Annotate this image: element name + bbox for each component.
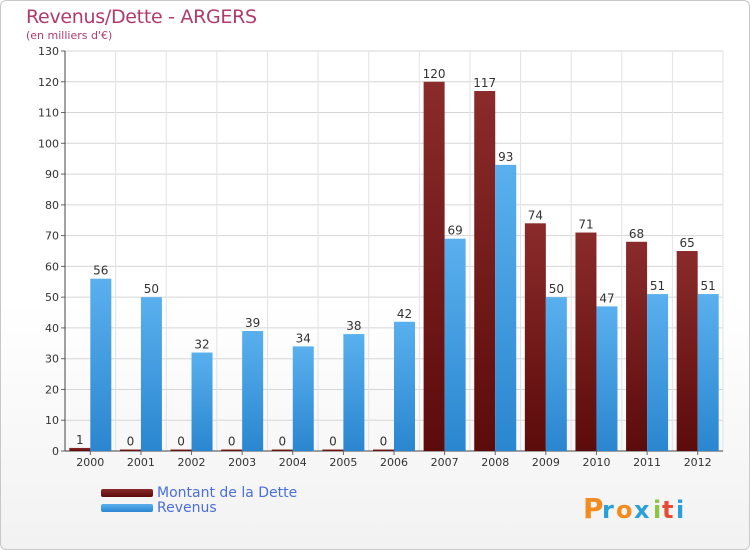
x-tick-label: 2008: [481, 456, 509, 469]
x-tick-label: 2002: [178, 456, 206, 469]
bar-dette[interactable]: [373, 449, 394, 452]
chart-title: Revenus/Dette - ARGERS: [26, 6, 257, 28]
logo-letter: P: [583, 492, 604, 525]
bar-revenus[interactable]: [596, 306, 618, 451]
x-tick-label: 2005: [329, 456, 357, 469]
bar-revenus[interactable]: [545, 297, 567, 451]
legend-label-revenus: Revenus: [157, 500, 217, 516]
y-tick-label: 10: [45, 414, 59, 427]
data-label: 51: [701, 279, 716, 293]
data-label: 71: [578, 218, 593, 232]
bar-revenus[interactable]: [242, 331, 264, 451]
bar-revenus[interactable]: [697, 294, 719, 451]
data-label: 50: [144, 282, 159, 296]
y-tick-label: 130: [38, 45, 59, 58]
bar-revenus[interactable]: [90, 278, 112, 451]
data-label: 47: [599, 291, 614, 305]
bar-dette[interactable]: [221, 449, 243, 452]
bar-revenus[interactable]: [647, 294, 669, 451]
bar-dette[interactable]: [524, 223, 546, 451]
data-label: 51: [650, 279, 665, 293]
y-tick-label: 20: [45, 383, 59, 396]
bar-dette[interactable]: [575, 232, 597, 451]
x-tick-label: 2011: [633, 456, 661, 469]
y-tick-label: 120: [38, 76, 59, 89]
data-label: 0: [329, 435, 337, 449]
x-tick-label: 2007: [431, 456, 459, 469]
y-tick-label: 50: [45, 291, 59, 304]
data-label: 93: [498, 150, 513, 164]
data-label: 50: [549, 282, 564, 296]
bar-revenus[interactable]: [444, 238, 466, 451]
data-label: 56: [93, 264, 108, 278]
bar-revenus[interactable]: [140, 297, 162, 451]
x-tick-label: 2001: [127, 456, 155, 469]
data-label: 69: [447, 224, 462, 238]
data-labels: 1 56 0 50 0 32 0 39 0 34 0 38 0 42 120 69 117 93 74 50 71 47 6…: [76, 67, 716, 449]
legend-swatch-revenus: [101, 504, 153, 512]
data-label: 68: [629, 227, 644, 241]
chart-subtitle: (en milliers d'€): [26, 29, 113, 42]
y-tick-label: 90: [45, 168, 59, 181]
y-tick-label: 110: [38, 107, 59, 120]
data-label: 1: [76, 433, 84, 447]
bar-dette[interactable]: [322, 449, 344, 452]
data-label: 0: [380, 435, 388, 449]
x-tick-label: 2000: [76, 456, 104, 469]
y-tick-label: 0: [52, 445, 59, 458]
data-label: 0: [228, 435, 236, 449]
logo-letter: o: [616, 496, 633, 524]
y-tick-label: 100: [38, 137, 59, 150]
data-label: 42: [397, 307, 412, 321]
legend-swatch-dette: [101, 489, 153, 497]
bar-dette[interactable]: [474, 91, 496, 451]
bar-revenus[interactable]: [191, 352, 213, 451]
logo-letter: r: [602, 496, 614, 524]
data-label: 32: [194, 338, 209, 352]
bar-dette[interactable]: [119, 449, 141, 452]
x-tick-label: 2010: [582, 456, 610, 469]
bar-revenus[interactable]: [343, 334, 365, 451]
x-tick-label: 2004: [279, 456, 307, 469]
data-label: 74: [528, 208, 543, 222]
bar-dette[interactable]: [271, 449, 293, 452]
y-tick-label: 40: [45, 322, 59, 335]
logo-letter: i: [676, 496, 684, 524]
data-label: 117: [473, 76, 496, 90]
bar-revenus[interactable]: [394, 321, 415, 451]
logo-letter: i: [653, 496, 661, 524]
bar-revenus[interactable]: [292, 346, 314, 451]
data-label: 0: [127, 435, 135, 449]
bar-revenus[interactable]: [495, 164, 517, 451]
y-tick-label: 30: [45, 353, 59, 366]
x-tick-label: 2009: [532, 456, 560, 469]
data-label: 34: [296, 331, 311, 345]
bar-dette[interactable]: [69, 447, 91, 451]
x-tick-label: 2006: [380, 456, 408, 469]
logo-letter: x: [634, 496, 650, 524]
legend-label-dette: Montant de la Dette: [157, 485, 298, 501]
x-tick-label: 2012: [684, 456, 712, 469]
data-label: 0: [177, 435, 185, 449]
data-label: 38: [346, 319, 361, 333]
bar-dette[interactable]: [626, 241, 648, 451]
data-label: 0: [278, 435, 286, 449]
y-tick-label: 70: [45, 230, 59, 243]
y-tick-label: 60: [45, 260, 59, 273]
y-tick-label: 80: [45, 199, 59, 212]
bar-dette[interactable]: [170, 449, 192, 452]
logo-letter: t: [662, 496, 673, 524]
data-label: 65: [680, 236, 695, 250]
data-label: 120: [423, 67, 446, 81]
data-label: 39: [245, 316, 260, 330]
bar-dette[interactable]: [423, 81, 445, 452]
bars: [69, 81, 719, 452]
proxiti-logo: Pr o x i t i: [583, 492, 684, 525]
bar-dette[interactable]: [676, 251, 698, 451]
x-tick-label: 2003: [228, 456, 256, 469]
